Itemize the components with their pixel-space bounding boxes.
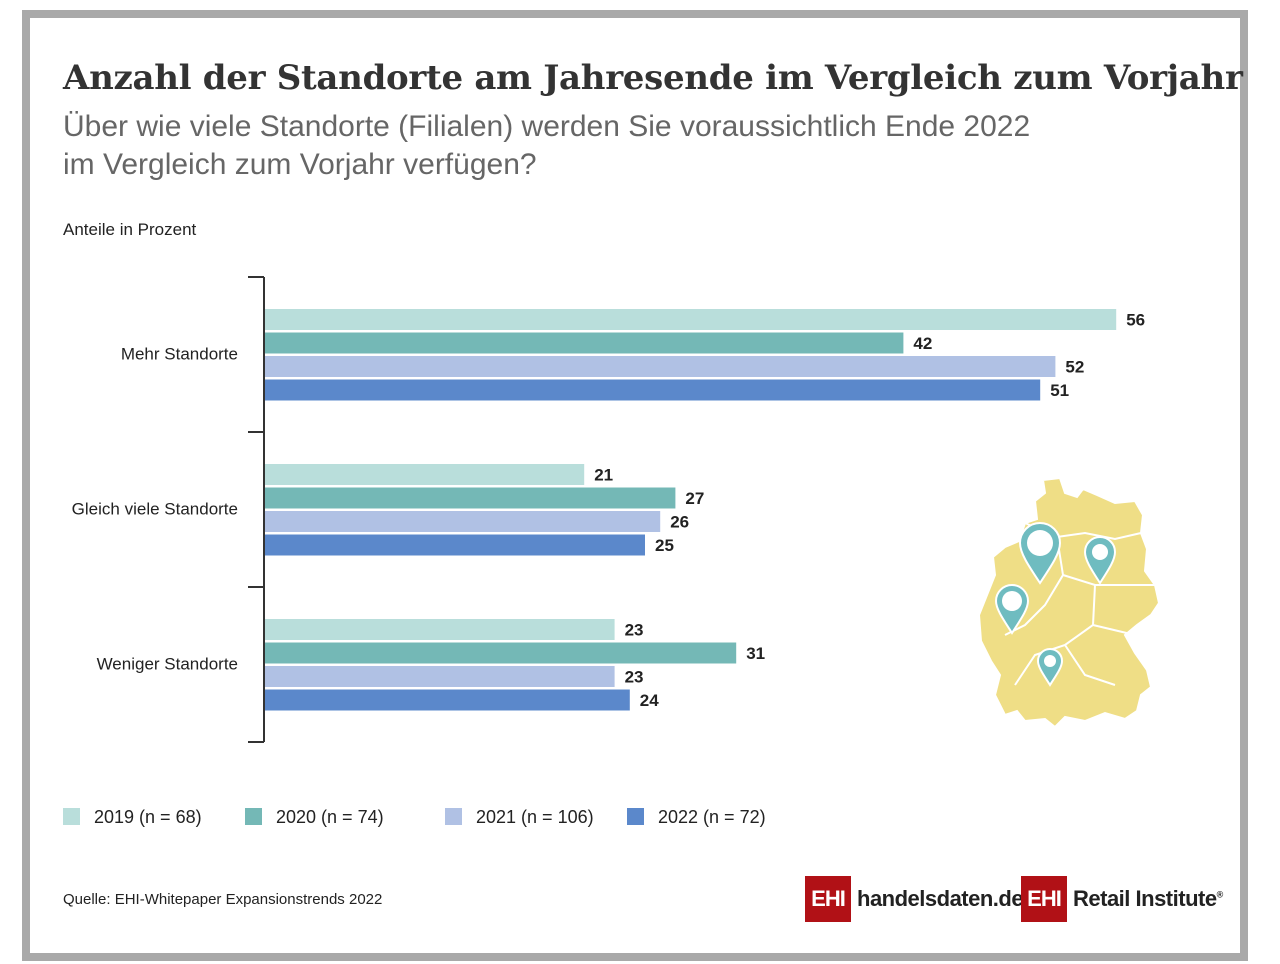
legend-swatch-2021 <box>445 808 462 825</box>
germany-map-icon <box>977 476 1161 729</box>
logo-retail-institute-name: Retail Institute <box>1073 886 1217 911</box>
bar-chart: Mehr Standorte 56 42 52 51 Gleich viele Stand… <box>72 276 1145 743</box>
bar-2020 <box>265 332 904 354</box>
bar-2019 <box>265 619 615 640</box>
subtitle-line-1: Über wie viele Standorte (Filialen) werd… <box>63 110 1031 143</box>
data-label: 42 <box>913 334 932 353</box>
bar-2020 <box>265 642 737 664</box>
bar-2021 <box>265 511 661 532</box>
bar-2021 <box>265 666 615 687</box>
bar-2022 <box>265 379 1041 401</box>
legend-swatch-2019 <box>63 808 80 825</box>
unit-label: Anteile in Prozent <box>63 220 197 239</box>
logo-retail-institute-text: Retail Institute® <box>1073 886 1223 912</box>
data-label: 21 <box>594 466 613 485</box>
pin-west <box>994 584 1030 635</box>
legend-label-2022: 2022 (n = 72) <box>658 807 766 827</box>
registered-mark: ® <box>1216 889 1224 900</box>
logo-handelsdaten-text: handelsdaten.de <box>857 886 1024 911</box>
data-label: 51 <box>1050 381 1069 400</box>
category-label: Mehr Standorte <box>121 345 238 364</box>
logo-ehi-box-left: EHI <box>805 876 851 922</box>
chart-subtitle: Über wie viele Standorte (Filialen) werd… <box>63 108 1163 184</box>
category-label: Gleich viele Standorte <box>72 500 238 519</box>
bar-2022 <box>265 534 645 556</box>
state-borders <box>1004 522 1155 686</box>
data-label: 52 <box>1065 358 1084 377</box>
legend-item-2022: 2022 (n = 72) <box>627 807 766 828</box>
subtitle-line-2: im Vergleich zum Vorjahr verfügen? <box>63 148 537 181</box>
logo-handelsdaten[interactable]: EHI handelsdaten.de <box>805 875 1024 923</box>
legend-label-2019: 2019 (n = 68) <box>94 807 202 827</box>
data-label: 56 <box>1126 311 1145 330</box>
legend-item-2019: 2019 (n = 68) <box>63 807 202 828</box>
data-label: 24 <box>640 691 659 710</box>
data-label: 27 <box>685 489 704 508</box>
legend-item-2021: 2021 (n = 106) <box>445 807 594 828</box>
data-label: 23 <box>625 621 644 640</box>
bar-2019 <box>265 464 585 485</box>
legend-swatch-2022 <box>627 808 644 825</box>
source-note: Quelle: EHI-Whitepaper Expansionstrends … <box>63 891 383 908</box>
legend-item-2020: 2020 (n = 74) <box>245 807 384 828</box>
data-label: 26 <box>670 513 689 532</box>
data-label: 31 <box>746 644 765 663</box>
category-label: Weniger Standorte <box>97 655 238 674</box>
bar-2022 <box>265 689 630 711</box>
legend-swatch-2020 <box>245 808 262 825</box>
pin-south <box>1036 648 1064 687</box>
legend-label-2021: 2021 (n = 106) <box>476 807 594 827</box>
data-label: 23 <box>625 668 644 687</box>
pin-large <box>1018 522 1062 585</box>
legend-label-2020: 2020 (n = 74) <box>276 807 384 827</box>
bar-2021 <box>265 356 1056 377</box>
bar-2019 <box>265 309 1117 330</box>
data-label: 25 <box>655 536 674 555</box>
chart-title: Anzahl der Standorte am Jahresende im Ve… <box>63 58 1243 98</box>
logo-ehi-box-right: EHI <box>1021 876 1067 922</box>
pin-east <box>1083 536 1117 585</box>
logo-retail-institute[interactable]: EHI Retail Institute® <box>1021 875 1223 923</box>
bar-2020 <box>265 487 676 509</box>
